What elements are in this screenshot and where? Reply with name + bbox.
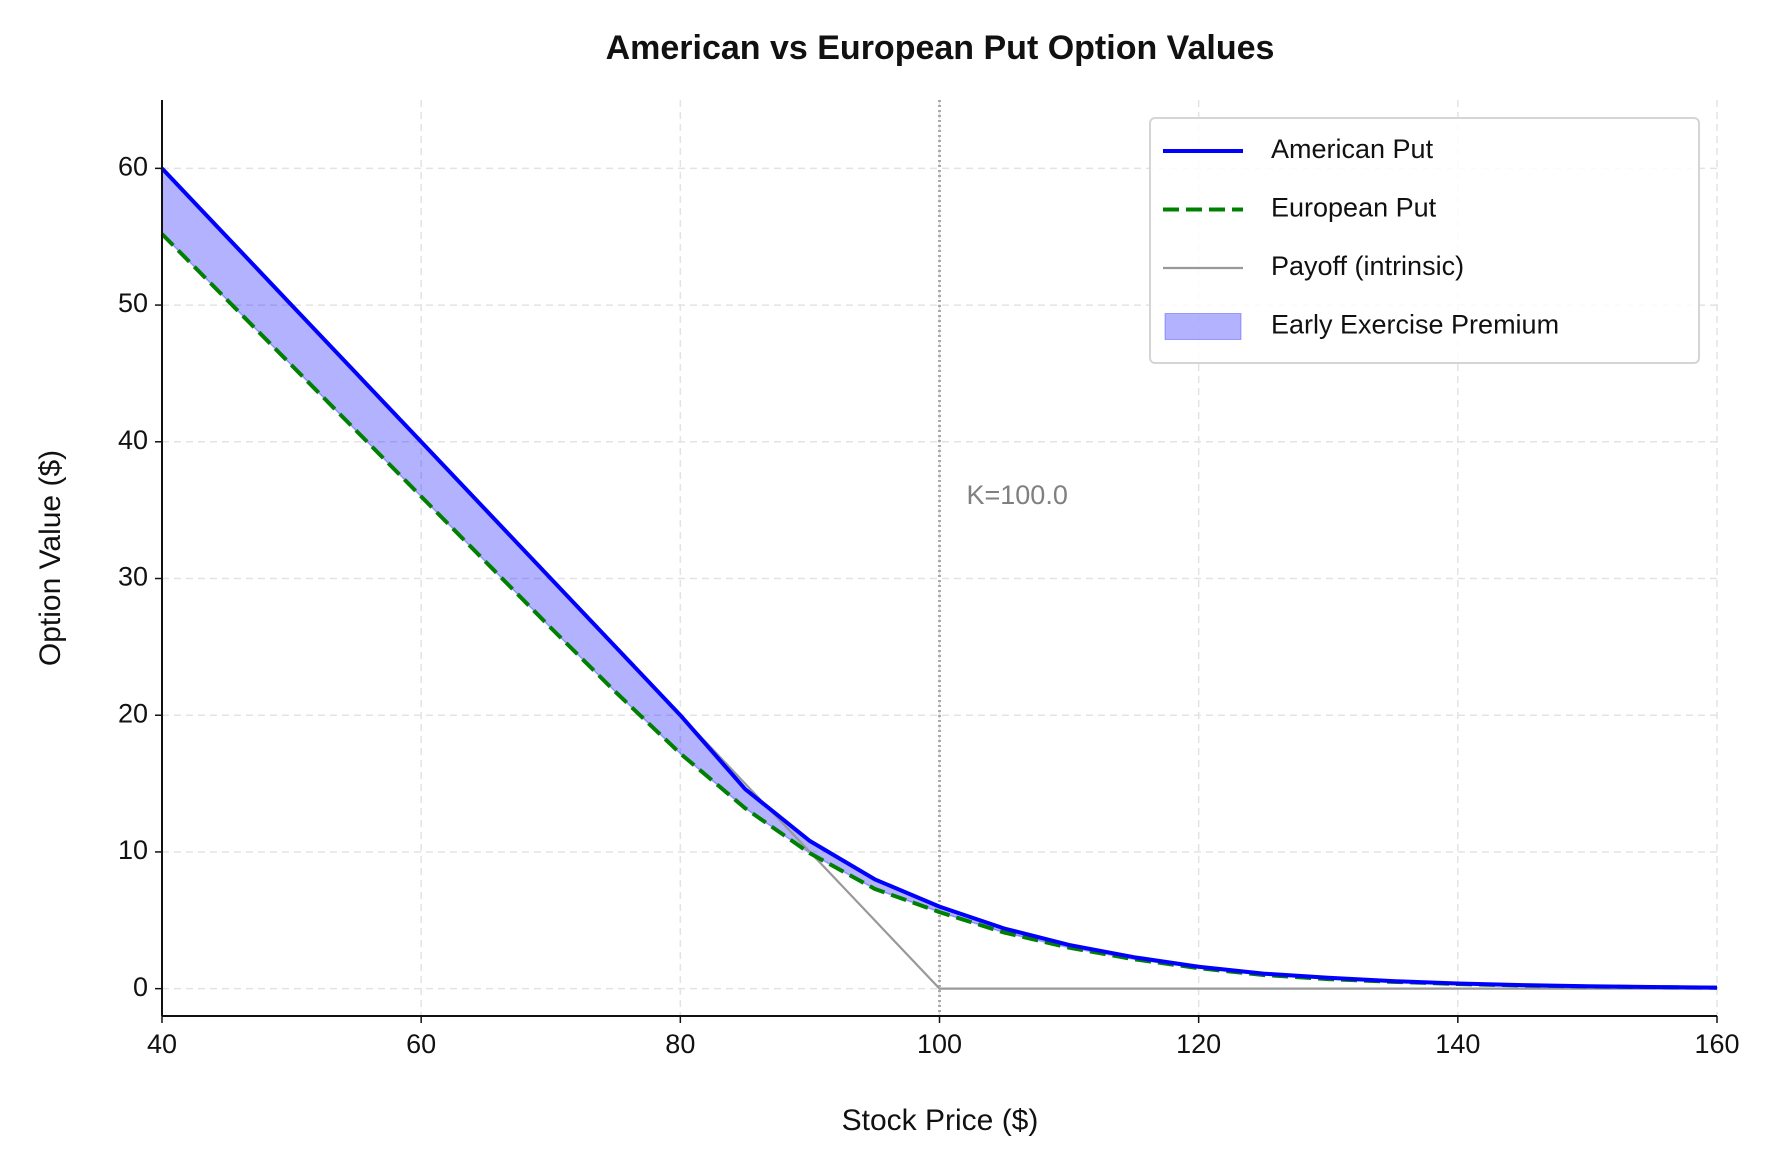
y-tick-label: 60	[118, 151, 148, 181]
x-tick-label: 100	[917, 1029, 962, 1059]
series-line	[160, 166, 1718, 990]
y-tick-label: 30	[118, 562, 148, 592]
x-tick-label: 40	[147, 1029, 177, 1059]
x-tick-label: 120	[1176, 1029, 1221, 1059]
strike-annotation: K=100.0	[967, 480, 1068, 510]
y-tick-label: 0	[133, 972, 148, 1002]
x-axis-label: Stock Price ($)	[842, 1104, 1039, 1137]
x-tick-label: 80	[665, 1029, 695, 1059]
y-tick-label: 20	[118, 698, 148, 728]
legend-swatch	[1164, 313, 1242, 340]
legend-label: American Put	[1271, 134, 1434, 164]
chart-title: American vs European Put Option Values	[606, 29, 1275, 67]
legend-label: Payoff (intrinsic)	[1271, 251, 1464, 281]
y-tick-label: 40	[118, 425, 148, 455]
y-tick-label: 50	[118, 288, 148, 318]
y-axis-label: Option Value ($)	[34, 450, 67, 666]
x-tick-label: 60	[406, 1029, 436, 1059]
y-tick-label: 10	[118, 835, 148, 865]
legend-label: European Put	[1271, 193, 1437, 223]
x-tick-label: 160	[1694, 1029, 1739, 1059]
x-tick-label: 140	[1435, 1029, 1480, 1059]
legend-label: Early Exercise Premium	[1271, 310, 1559, 340]
legend-box	[1149, 117, 1700, 364]
